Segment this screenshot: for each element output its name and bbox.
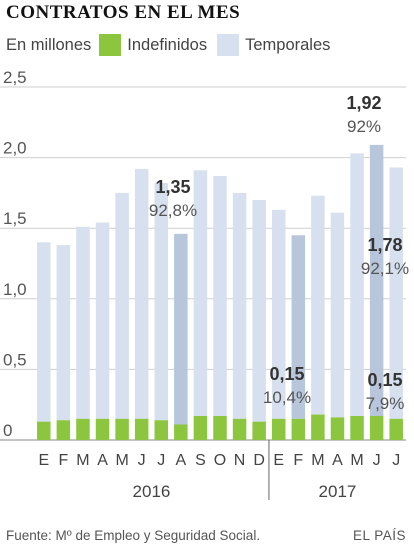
year-label: 2016 bbox=[133, 482, 171, 501]
x-tick-label: F bbox=[293, 452, 303, 469]
unit-label: En millones bbox=[6, 35, 92, 54]
bar-indefinidos bbox=[154, 420, 169, 440]
chart-title: CONTRATOS EN EL MES bbox=[6, 2, 241, 23]
bar-temporales bbox=[193, 170, 208, 416]
bar-indefinidos bbox=[95, 418, 110, 440]
y-tick-label: 0,5 bbox=[3, 350, 27, 369]
bar-temporales bbox=[95, 222, 110, 419]
bar-temporales bbox=[232, 192, 247, 419]
bar-temporales bbox=[134, 168, 149, 419]
legend-swatch-indefinidos bbox=[99, 34, 122, 56]
bar-temporales bbox=[213, 175, 227, 416]
x-tick-label: J bbox=[157, 452, 165, 469]
annotation-value: 0,15 bbox=[367, 370, 402, 390]
bar-indefinidos bbox=[350, 415, 364, 440]
annotation-percent: 7,9% bbox=[366, 394, 405, 413]
y-tick-label: 2,5 bbox=[3, 68, 27, 87]
bar-indefinidos bbox=[213, 415, 227, 440]
bar-indefinidos bbox=[174, 424, 188, 440]
bar-indefinidos bbox=[56, 420, 71, 440]
annotation-value: 1,78 bbox=[367, 235, 402, 255]
x-tick-label: J bbox=[392, 452, 400, 469]
bar-temporales bbox=[271, 209, 286, 419]
x-tick-label: M bbox=[311, 452, 324, 469]
annotation-value: 1,92 bbox=[346, 93, 381, 113]
bar-indefinidos bbox=[115, 418, 129, 440]
bar-indefinidos bbox=[134, 418, 149, 440]
x-tick-label: M bbox=[76, 452, 89, 469]
bar-temporales bbox=[174, 233, 188, 425]
bar-indefinidos bbox=[76, 418, 90, 440]
bar-temporales bbox=[252, 199, 266, 422]
x-tick-label: A bbox=[176, 452, 187, 469]
bar-indefinidos bbox=[193, 415, 208, 440]
x-tick-label: J bbox=[373, 452, 381, 469]
bar-indefinidos bbox=[232, 418, 247, 440]
x-tick-label: A bbox=[97, 452, 108, 469]
source-note: Fuente: Mº de Empleo y Seguridad Social. bbox=[6, 528, 261, 543]
bar-temporales bbox=[37, 242, 51, 422]
bar-temporales bbox=[76, 226, 90, 419]
x-tick-label: S bbox=[195, 452, 206, 469]
bar-indefinidos bbox=[369, 415, 384, 440]
annotation-percent: 92,8% bbox=[149, 201, 197, 220]
bar-temporales bbox=[311, 195, 325, 415]
x-tick-label: D bbox=[253, 452, 265, 469]
bar-temporales bbox=[389, 167, 403, 419]
y-tick-label: 0 bbox=[3, 421, 12, 440]
bar-temporales bbox=[350, 153, 364, 416]
x-tick-label: E bbox=[38, 452, 49, 469]
x-tick-label: N bbox=[234, 452, 246, 469]
y-tick-label: 1,0 bbox=[3, 280, 27, 299]
bar-temporales bbox=[56, 245, 71, 421]
legend-label-indefinidos: Indefinidos bbox=[127, 35, 208, 54]
bar-indefinidos bbox=[389, 418, 403, 440]
year-label: 2017 bbox=[319, 482, 357, 501]
legend: En millones Indefinidos Temporales bbox=[6, 34, 334, 56]
x-tick-label: M bbox=[350, 452, 363, 469]
annotation-value: 1,35 bbox=[155, 177, 190, 197]
bar-indefinidos bbox=[252, 421, 266, 440]
x-tick-label: F bbox=[58, 452, 68, 469]
bar-indefinidos bbox=[271, 418, 286, 440]
bar-temporales bbox=[154, 183, 169, 421]
x-tick-label: E bbox=[273, 452, 284, 469]
bar-temporales bbox=[291, 235, 306, 419]
bar-temporales bbox=[369, 144, 384, 416]
annotation-percent: 92% bbox=[347, 117, 381, 136]
x-tick-label: A bbox=[332, 452, 343, 469]
legend-swatch-temporales bbox=[217, 34, 240, 56]
annotation-percent: 10,4% bbox=[263, 388, 311, 407]
bar-temporales bbox=[115, 192, 129, 419]
legend-label-temporales: Temporales bbox=[245, 35, 331, 54]
y-tick-label: 2,0 bbox=[3, 139, 27, 158]
annotation-percent: 92,1% bbox=[361, 259, 409, 278]
y-tick-label: 1,5 bbox=[3, 209, 27, 228]
x-tick-label: J bbox=[138, 452, 146, 469]
x-tick-label: O bbox=[214, 452, 226, 469]
bar-indefinidos bbox=[37, 421, 51, 440]
bar-indefinidos bbox=[291, 418, 306, 440]
bar-temporales bbox=[330, 212, 345, 418]
brand-logo: EL PAÍS bbox=[352, 528, 406, 543]
x-tick-label: M bbox=[115, 452, 128, 469]
annotation-value: 0,15 bbox=[269, 364, 304, 384]
bar-indefinidos bbox=[330, 417, 345, 440]
bar-indefinidos bbox=[311, 414, 325, 440]
